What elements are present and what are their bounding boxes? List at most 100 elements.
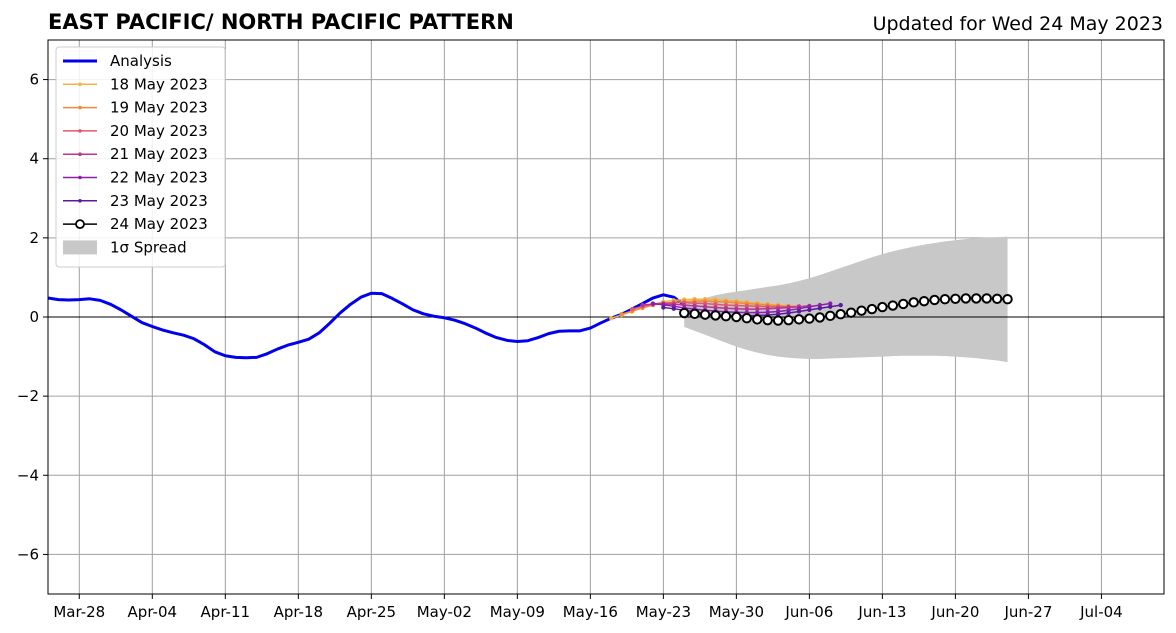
y-tick-label: −4 <box>17 466 39 484</box>
legend-label: 20 May 2023 <box>110 122 208 140</box>
legend-item: 1σ Spread <box>63 238 187 256</box>
spread-area <box>684 236 1008 363</box>
current-forecast-point <box>939 293 951 305</box>
spread-band <box>684 236 1008 363</box>
forecast-point <box>734 306 739 311</box>
forecast-point <box>744 306 750 312</box>
x-tick-label: May-09 <box>490 603 545 621</box>
current-forecast-point <box>887 300 899 311</box>
forecast-point <box>786 310 791 316</box>
current-forecast-point <box>981 293 992 304</box>
y-tick-label: 2 <box>29 229 39 247</box>
forecast-point <box>796 309 802 314</box>
legend-swatch-marker <box>78 152 82 156</box>
analysis-line <box>47 291 686 360</box>
legend-label: 22 May 2023 <box>110 169 208 187</box>
current-forecast-point <box>710 310 721 321</box>
legend-box <box>55 46 226 268</box>
forecast-point <box>755 306 760 312</box>
current-forecast-point <box>741 312 753 324</box>
x-tick-label: Jun-20 <box>930 603 979 621</box>
legend-item: 22 May 2023 <box>63 169 208 187</box>
current-forecast-point <box>689 308 700 320</box>
y-tick-label: 0 <box>29 308 39 326</box>
x-tick-label: Jun-27 <box>1003 603 1052 621</box>
y-axis: 6 4 2 0 −2 −4 −6 <box>17 71 48 563</box>
x-tick-label: May-16 <box>563 603 618 621</box>
legend-label: Analysis <box>110 52 172 70</box>
legend-item: 19 May 2023 <box>63 99 208 117</box>
current-forecast-point <box>825 310 836 322</box>
x-tick-label: Apr-11 <box>201 603 251 621</box>
current-forecast-point <box>814 312 826 323</box>
current-forecast-point <box>804 313 815 324</box>
current-forecast-point <box>762 314 773 326</box>
current-forecast-point <box>752 314 763 325</box>
y-tick-label: −6 <box>17 545 39 563</box>
legend-swatch-fill <box>63 240 97 255</box>
legend-item: 20 May 2023 <box>63 122 208 140</box>
current-forecast-point <box>908 297 919 308</box>
current-forecast-point <box>929 294 940 306</box>
legend-swatch-marker <box>78 129 82 133</box>
forecast-point <box>838 302 843 308</box>
forecast-point <box>702 304 708 309</box>
legend-swatch-marker <box>78 175 82 180</box>
legend-item: 18 May 2023 <box>63 75 208 93</box>
legend-label: 21 May 2023 <box>110 145 208 163</box>
analysis-series <box>47 291 686 360</box>
current-forecast-point <box>720 311 732 322</box>
legend-label: 1σ Spread <box>110 238 187 256</box>
legend-item: 23 May 2023 <box>63 192 208 210</box>
x-axis: Mar-28 Apr-04 Apr-11 Apr-18 Apr-25 May-02 May-… <box>53 594 1123 621</box>
forecast-point <box>629 306 635 312</box>
current-forecast-point <box>1002 293 1013 305</box>
x-tick-label: Jun-13 <box>857 603 906 621</box>
forecast-point <box>609 315 614 321</box>
current-forecast-point <box>783 314 794 326</box>
current-forecast-series <box>679 293 1013 326</box>
forecast-point <box>828 304 833 309</box>
forecast-point <box>723 306 729 311</box>
legend-item: Analysis <box>63 52 172 70</box>
x-tick-label: May-02 <box>417 603 472 621</box>
current-forecast-point <box>679 307 690 319</box>
x-tick-label: Apr-04 <box>128 603 178 621</box>
current-forecast-point <box>960 293 972 304</box>
current-forecast-point <box>971 293 982 304</box>
x-tick-label: Apr-18 <box>274 603 324 621</box>
current-forecast-point <box>898 298 909 310</box>
current-forecast-point <box>866 303 878 315</box>
forecast-point <box>619 312 624 317</box>
current-forecast-point <box>877 301 888 313</box>
current-forecast-point <box>835 309 846 320</box>
forecast-point <box>661 305 666 310</box>
x-tick-label: May-23 <box>636 603 691 621</box>
chart-title: EAST PACIFIC/ NORTH PACIFIC PATTERN <box>48 10 514 34</box>
legend: Analysis 18 May 2023 19 May 2023 20 May 202… <box>55 46 226 268</box>
x-tick-label: May-30 <box>709 603 764 621</box>
current-forecast-point <box>845 307 857 318</box>
current-forecast-point <box>991 293 1003 304</box>
legend-swatch-marker <box>78 199 82 203</box>
legend-item: 24 May 2023 <box>63 215 208 233</box>
current-forecast-point <box>856 305 867 316</box>
current-forecast-point <box>793 314 805 325</box>
forecast-point <box>765 306 770 311</box>
legend-item: 21 May 2023 <box>63 145 208 163</box>
forecast-point <box>671 306 676 311</box>
x-tick-label: Apr-25 <box>347 603 397 621</box>
forecast-series <box>609 296 843 321</box>
forecast-point <box>713 305 718 310</box>
forecast-point <box>807 307 812 313</box>
x-tick-label: Mar-28 <box>53 603 105 621</box>
x-tick-label: Jul-04 <box>1079 603 1123 621</box>
forecast-point <box>640 302 645 308</box>
current-forecast-point <box>772 315 784 326</box>
chart-subtitle: Updated for Wed 24 May 2023 <box>873 13 1163 35</box>
legend-swatch-marker <box>78 82 82 87</box>
x-tick-label: Jun-06 <box>784 603 833 621</box>
current-forecast-point <box>950 293 961 304</box>
y-tick-label: 4 <box>29 150 39 168</box>
